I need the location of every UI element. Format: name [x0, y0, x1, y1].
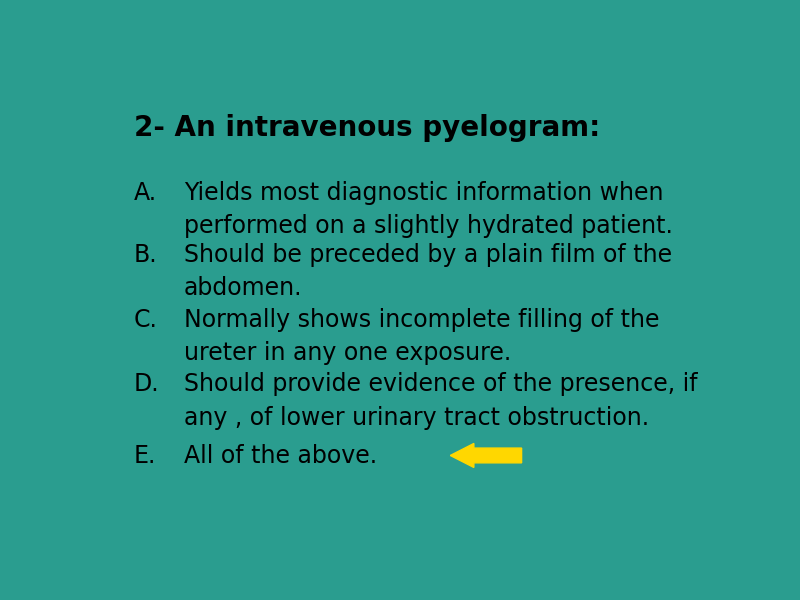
Text: E.: E. — [134, 444, 157, 468]
Text: Should be preceded by a plain film of the: Should be preceded by a plain film of th… — [184, 243, 672, 267]
Text: Should provide evidence of the presence, if: Should provide evidence of the presence,… — [184, 372, 698, 396]
Text: ureter in any one exposure.: ureter in any one exposure. — [184, 341, 511, 365]
Text: Yields most diagnostic information when: Yields most diagnostic information when — [184, 181, 663, 205]
Text: C.: C. — [134, 308, 158, 332]
Text: any , of lower urinary tract obstruction.: any , of lower urinary tract obstruction… — [184, 406, 649, 430]
Text: B.: B. — [134, 243, 158, 267]
Text: A.: A. — [134, 181, 158, 205]
FancyArrow shape — [450, 443, 522, 467]
Text: All of the above.: All of the above. — [184, 444, 377, 468]
Text: 2- An intravenous pyelogram:: 2- An intravenous pyelogram: — [134, 113, 600, 142]
Text: abdomen.: abdomen. — [184, 276, 302, 300]
Text: Normally shows incomplete filling of the: Normally shows incomplete filling of the — [184, 308, 659, 332]
Text: D.: D. — [134, 372, 160, 396]
Text: performed on a slightly hydrated patient.: performed on a slightly hydrated patient… — [184, 214, 673, 238]
